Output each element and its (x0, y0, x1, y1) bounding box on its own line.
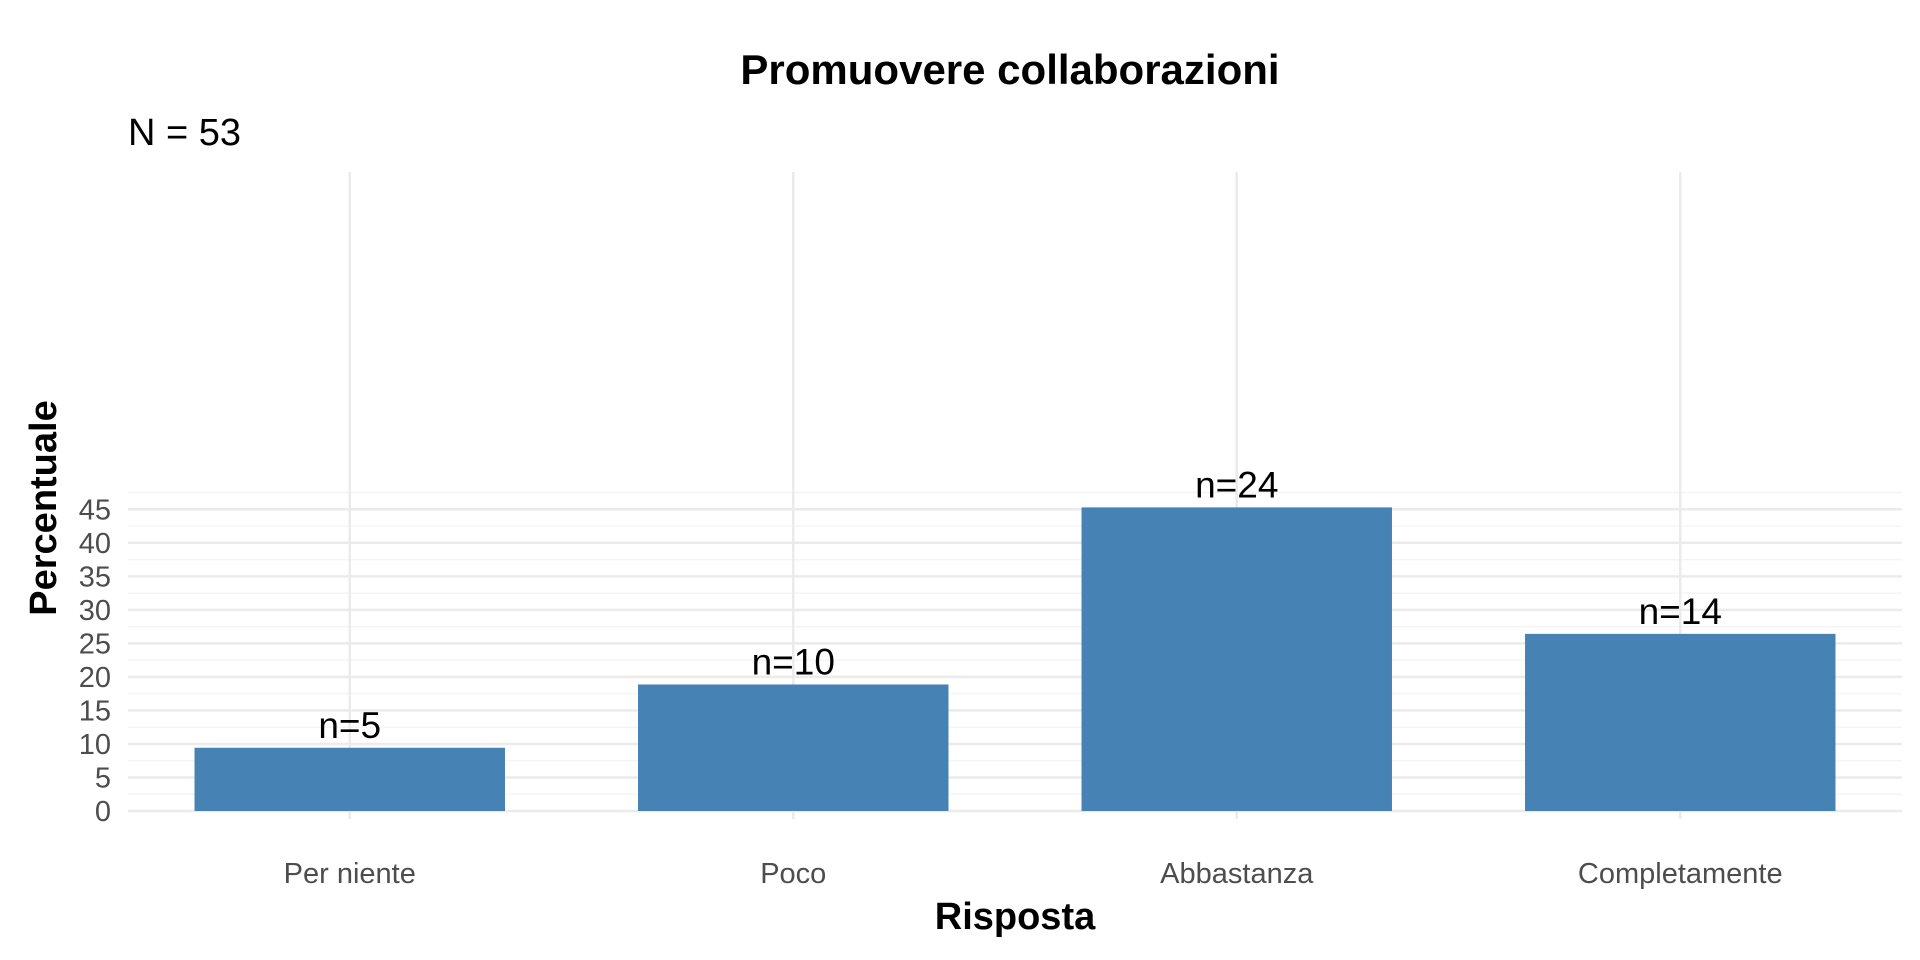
y-tick-label: 25 (79, 628, 111, 660)
x-axis-title: Risposta (935, 896, 1096, 938)
data-label: n=5 (318, 705, 381, 746)
bar (1525, 633, 1836, 811)
data-label: n=14 (1639, 591, 1722, 632)
y-axis-title: Percentuale (23, 400, 65, 615)
x-tick-label: Per niente (284, 858, 416, 890)
x-tick-label: Abbastanza (1160, 858, 1314, 890)
data-label: n=24 (1195, 464, 1278, 505)
y-tick-label: 30 (79, 595, 111, 627)
y-tick-label: 10 (79, 729, 111, 761)
x-tick-label: Poco (760, 858, 826, 890)
y-tick-label: 20 (79, 662, 111, 694)
y-tick-label: 15 (79, 695, 111, 727)
y-tick-label: 45 (79, 494, 111, 526)
bar (638, 684, 949, 811)
data-labels: n=5 n=10 n=24 n=14 (318, 464, 1722, 745)
y-tick-label: 5 (95, 762, 111, 794)
chart-title: Promuovere collaborazioni (740, 46, 1279, 93)
x-tick-label: Completamente (1578, 858, 1783, 890)
bars (194, 507, 1836, 811)
chart-subtitle: N = 53 (128, 112, 241, 154)
data-label: n=10 (752, 641, 835, 682)
x-axis-ticks: Per niente Poco Abbastanza Completamente (284, 858, 1783, 890)
bar (1081, 507, 1392, 811)
y-tick-label: 40 (79, 528, 111, 560)
y-tick-label: 0 (95, 796, 111, 828)
bar (194, 747, 505, 811)
y-tick-label: 35 (79, 561, 111, 593)
